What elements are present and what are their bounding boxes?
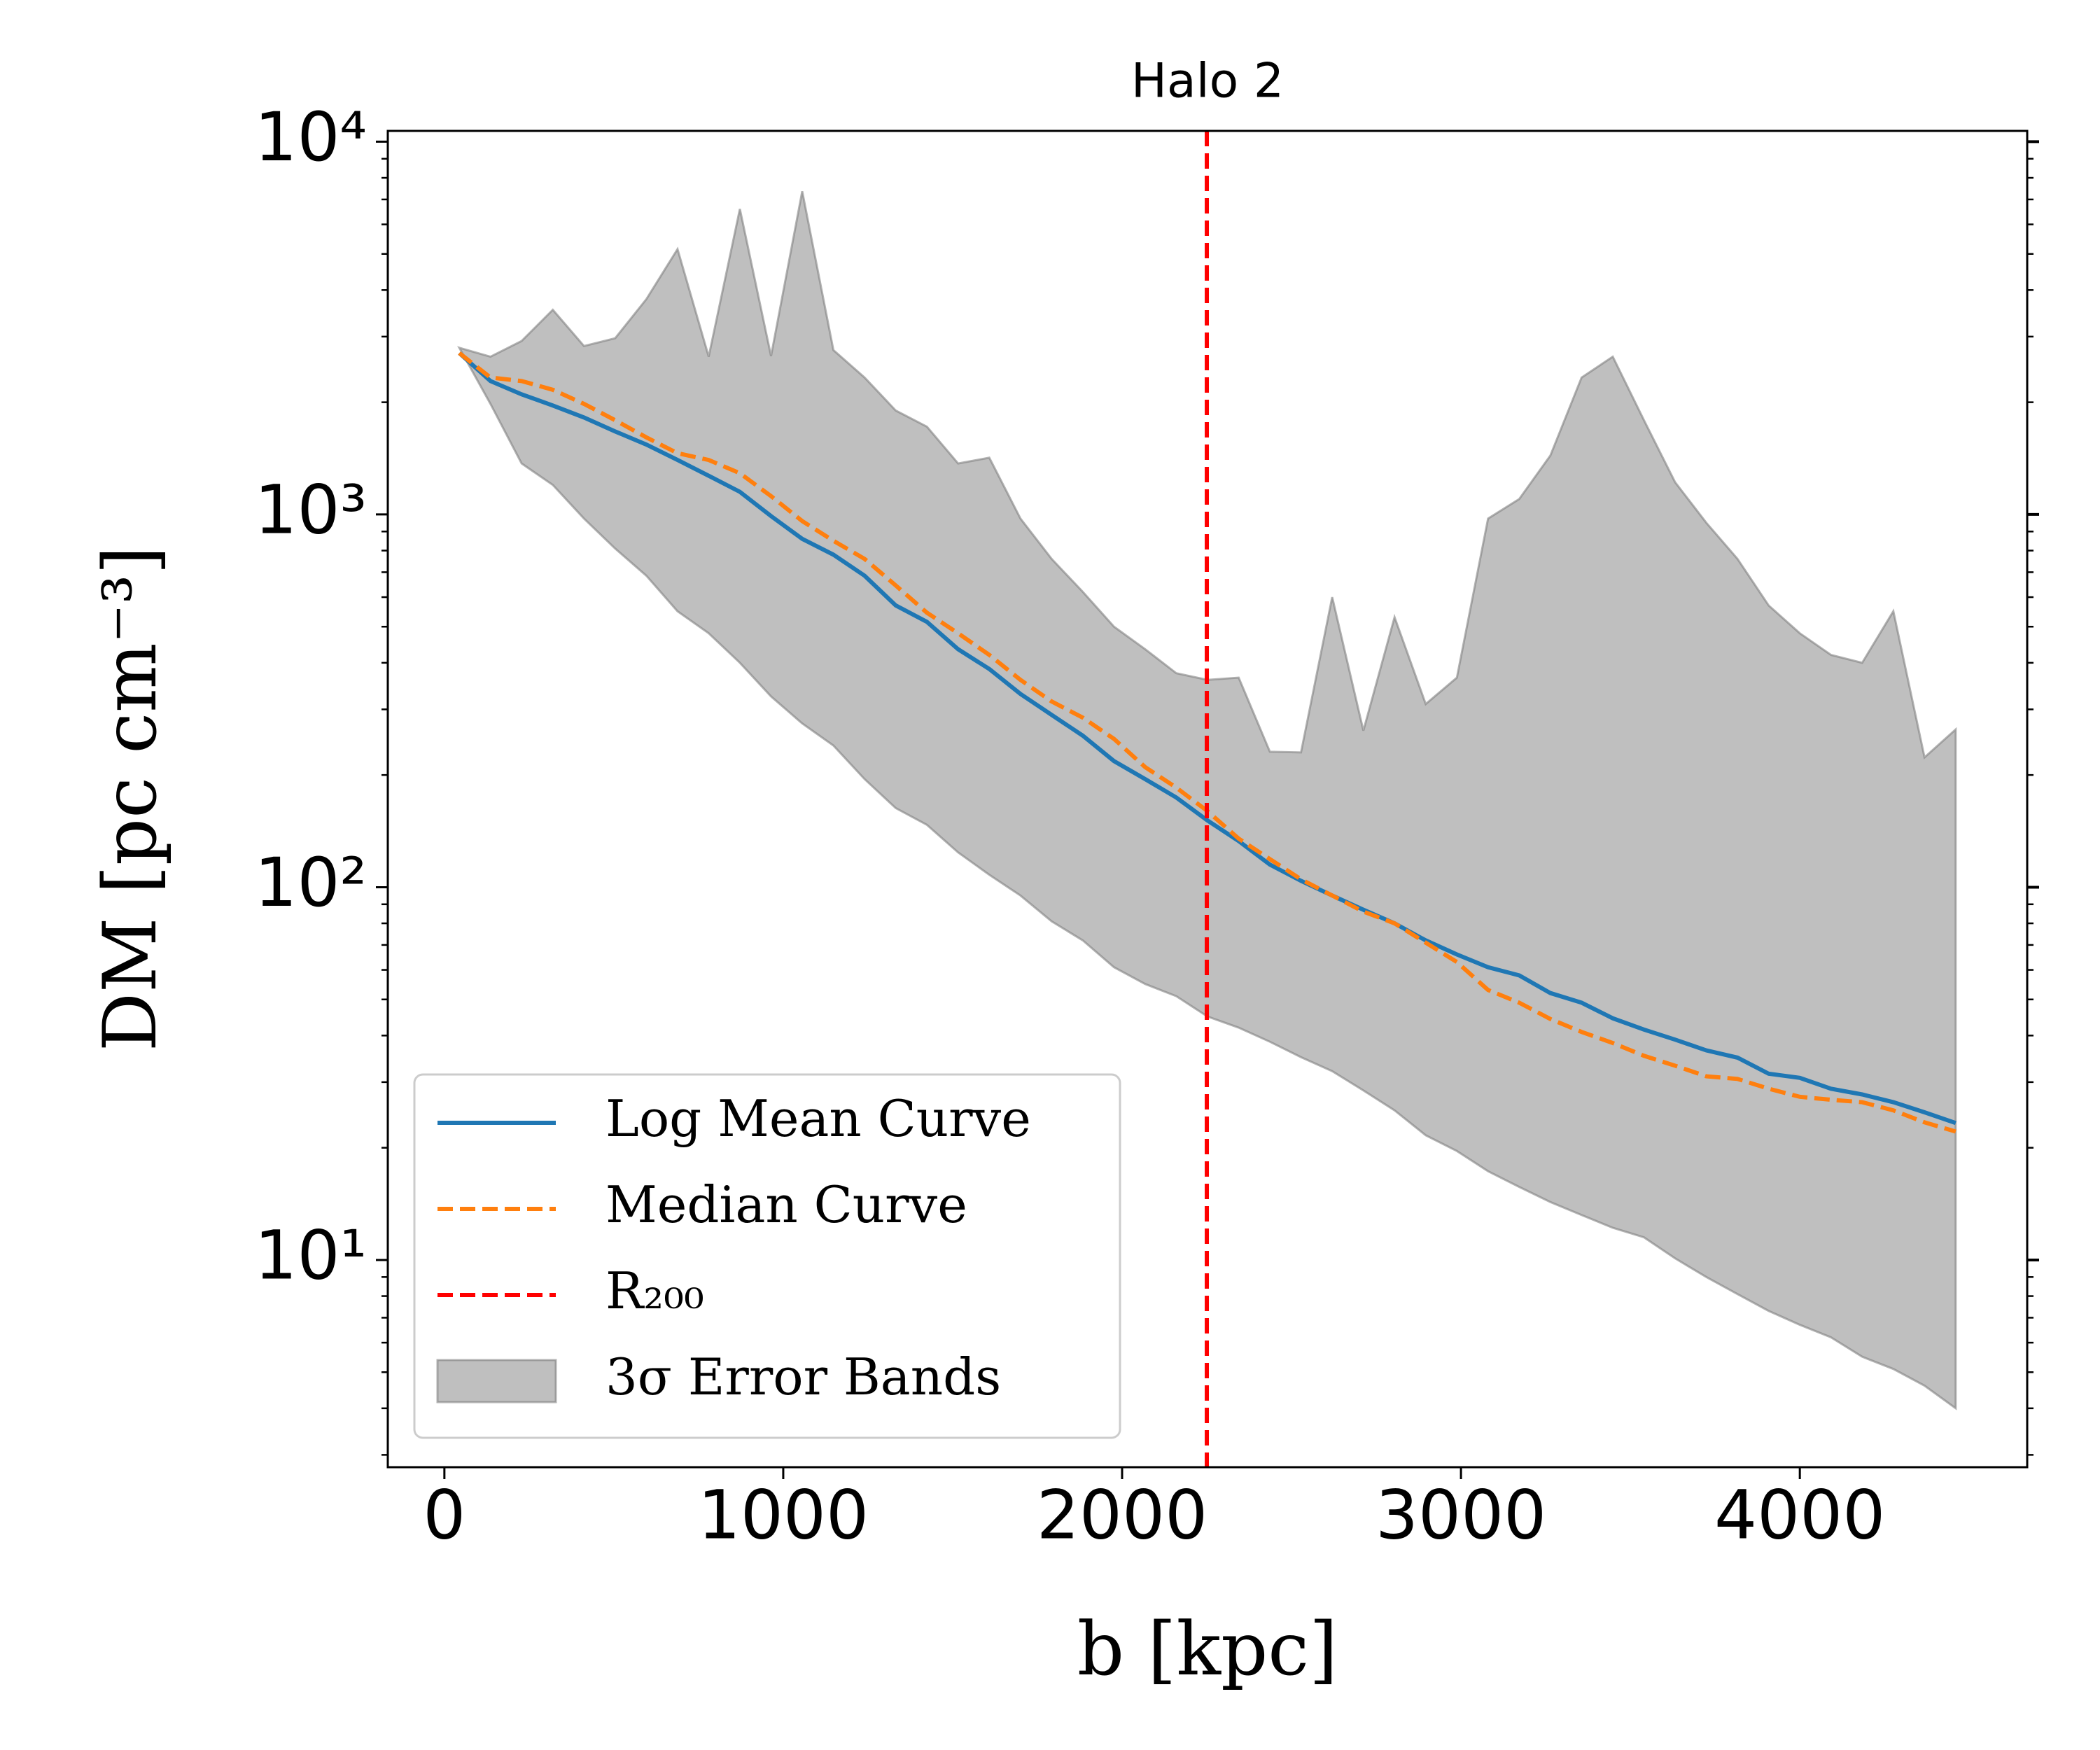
- legend: Log Mean Curve Median Curve R₂₀₀ 3σ Error B…: [413, 1073, 1121, 1439]
- x-tick-label: 1000: [698, 1476, 869, 1554]
- legend-label: Median Curve: [606, 1175, 967, 1234]
- y-tick-label: 10¹: [254, 1216, 367, 1294]
- y-axis-label: DM [pc cm⁻³]: [88, 546, 173, 1051]
- axes-frame: [386, 130, 2029, 1469]
- x-tick-label: 2000: [1037, 1476, 1208, 1554]
- legend-label: Log Mean Curve: [606, 1089, 1031, 1148]
- legend-swatch: [436, 1359, 557, 1404]
- y-tick-label: 10⁴: [254, 98, 367, 176]
- y-tick-label: 10³: [254, 470, 367, 549]
- x-tick-label: 0: [423, 1476, 465, 1554]
- error-band: [457, 191, 1957, 1410]
- legend-label: 3σ Error Bands: [606, 1348, 1001, 1406]
- x-axis-label: b [kpc]: [1077, 1606, 1338, 1692]
- plot-area: [457, 131, 1957, 1467]
- series-line: [458, 351, 1956, 1126]
- x-tick-label: 4000: [1714, 1476, 1885, 1554]
- legend-label: R₂₀₀: [606, 1261, 704, 1320]
- legend-box: [413, 1073, 1121, 1439]
- x-tick-label: 3000: [1376, 1476, 1546, 1554]
- chart-title: Halo 2: [1131, 54, 1284, 109]
- y-tick-label: 10²: [254, 844, 367, 922]
